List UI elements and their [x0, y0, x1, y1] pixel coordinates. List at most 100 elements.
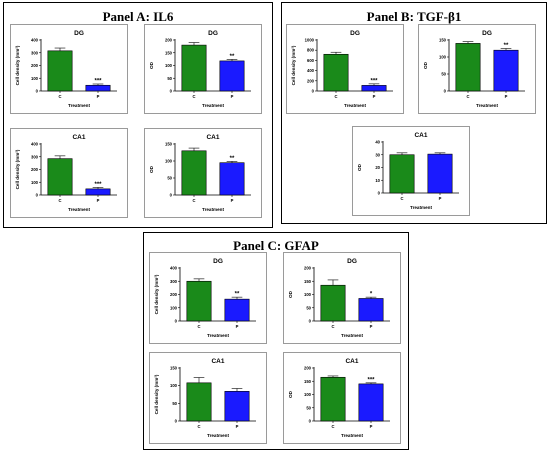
bar-c: [186, 382, 212, 422]
y-tick-label: 200: [307, 78, 315, 83]
bar-c: [455, 43, 481, 92]
y-tick-label: 150: [165, 142, 173, 147]
y-tick-label: 150: [439, 38, 447, 43]
x-axis-label: Treatment: [410, 205, 432, 210]
x-axis-label: Treatment: [344, 103, 366, 108]
bar-c: [181, 44, 207, 92]
y-tick-label: 100: [439, 55, 447, 60]
bar-p: [219, 60, 245, 92]
y-tick-label: 0: [170, 193, 173, 198]
x-axis-label: Treatment: [68, 103, 90, 108]
bar-c: [320, 376, 346, 422]
y-tick-label: 150: [304, 379, 312, 384]
bar-p: [85, 84, 111, 92]
y-axis-label: OD: [423, 61, 428, 69]
x-tick-label: C: [192, 94, 195, 99]
chart-gfap-dg-cell-density: DG Cell density (mm²) 0 100 200 300 400 C ** P Tre…: [149, 252, 267, 344]
y-tick-label: 1000: [305, 38, 315, 43]
bar-c: [47, 158, 73, 196]
y-tick-label: 100: [165, 63, 173, 68]
x-tick-label: C: [58, 94, 61, 99]
chart-tgfb1-dg-cell-density: DG Cell density (mm²) 0 200 400 600 800 1000 C **…: [286, 24, 404, 114]
chart-svg: DG Cell density (mm²) 0 100 200 300 400 C ** P Tre…: [154, 258, 256, 338]
chart-title: CA1: [211, 358, 224, 365]
y-tick-label: 10: [375, 178, 380, 183]
x-tick-label: C: [334, 94, 337, 99]
chart-svg: CA1 Cell density (mm²) 0 100 200 300 400 C *** P T…: [15, 134, 117, 212]
y-axis-label: OD: [288, 290, 293, 298]
chart-title: CA1: [414, 132, 427, 139]
y-tick-label: 200: [170, 292, 178, 297]
chart-svg: DG OD 0 50 100 150 200 C * P Treatment: [288, 258, 390, 338]
bar-p: [219, 162, 245, 196]
x-axis-label: Treatment: [341, 333, 363, 338]
chart-title: DG: [213, 258, 223, 265]
panel-a-title: Panel A: IL6: [102, 9, 174, 24]
chart-title: DG: [74, 30, 84, 37]
significance-marker: ***: [370, 78, 378, 84]
chart-il6-ca1-od: CA1 OD 0 50 100 150 C ** P Treatment: [144, 128, 262, 218]
chart-title: CA1: [72, 134, 85, 141]
significance-marker: *: [370, 292, 373, 298]
chart-title: DG: [350, 30, 360, 37]
bar-p: [224, 298, 250, 322]
y-tick-label: 100: [304, 292, 312, 297]
x-tick-label: C: [58, 198, 61, 203]
x-tick-label: C: [331, 324, 334, 329]
y-tick-label: 100: [170, 305, 178, 310]
y-tick-label: 0: [175, 319, 178, 324]
significance-marker: **: [230, 156, 235, 162]
chart-title: CA1: [206, 134, 219, 141]
chart-svg: DG Cell density (mm²) 0 100 200 300 400 C *** P Tr…: [15, 30, 117, 108]
y-tick-label: 50: [172, 401, 177, 406]
y-tick-label: 150: [165, 50, 173, 55]
x-tick-label: P: [97, 94, 100, 99]
chart-svg: DG OD 0 50 100 150 200 C ** P Treatment: [149, 30, 251, 108]
x-axis-label: Treatment: [202, 207, 224, 212]
x-tick-label: P: [505, 94, 508, 99]
y-axis-label: OD: [149, 165, 154, 173]
chart-svg: CA1 Cell density (mm²) 0 50 100 150 C P Treatmen…: [154, 358, 256, 438]
bar-c: [186, 280, 212, 322]
y-tick-label: 100: [170, 383, 178, 388]
x-axis-label: Treatment: [341, 433, 363, 438]
x-tick-label: P: [236, 324, 239, 329]
y-tick-label: 100: [165, 159, 173, 164]
x-tick-label: C: [400, 196, 403, 201]
x-tick-label: P: [370, 424, 373, 429]
chart-gfap-ca1-od: CA1 OD 0 50 100 150 200 C *** P Treatment: [283, 352, 401, 444]
x-tick-label: C: [197, 424, 200, 429]
y-tick-label: 20: [375, 165, 380, 170]
chart-svg: CA1 OD 0 50 100 150 200 C *** P Treatment: [288, 358, 390, 438]
y-tick-label: 200: [304, 266, 312, 271]
chart-il6-ca1-cell-density: CA1 Cell density (mm²) 0 100 200 300 400 C *** P T…: [10, 128, 128, 218]
x-axis-label: Treatment: [476, 103, 498, 108]
chart-svg: CA1 OD 0 50 100 150 C ** P Treatment: [149, 134, 251, 212]
y-tick-label: 400: [307, 68, 315, 73]
chart-tgfb1-dg-od: DG OD 0 50 100 150 C ** P Treatment: [418, 24, 536, 114]
x-tick-label: P: [373, 94, 376, 99]
y-tick-label: 100: [304, 392, 312, 397]
y-tick-label: 0: [378, 191, 381, 196]
y-tick-label: 50: [167, 76, 172, 81]
significance-marker: ***: [94, 182, 102, 188]
x-tick-label: C: [466, 94, 469, 99]
y-tick-label: 200: [31, 167, 39, 172]
y-tick-label: 300: [31, 154, 39, 159]
bar-p: [427, 153, 453, 194]
y-tick-label: 200: [31, 63, 39, 68]
chart-svg: CA1 OD 0 10 20 30 40 C P Treatment: [357, 132, 459, 210]
y-tick-label: 100: [31, 76, 39, 81]
y-tick-label: 0: [36, 193, 39, 198]
x-tick-label: C: [192, 198, 195, 203]
bar-c: [181, 150, 207, 196]
y-tick-label: 800: [307, 48, 315, 53]
y-axis-label: Cell density (mm²): [15, 149, 20, 189]
bar-p: [361, 85, 387, 92]
chart-il6-dg-cell-density: DG Cell density (mm²) 0 100 200 300 400 C *** P Tr…: [10, 24, 128, 114]
chart-il6-dg-od: DG OD 0 50 100 150 200 C ** P Treatment: [144, 24, 262, 114]
chart-svg: DG Cell density (mm²) 0 200 400 600 800 1000 C **…: [291, 30, 393, 108]
x-axis-label: Treatment: [202, 103, 224, 108]
y-axis-label: OD: [149, 61, 154, 69]
x-tick-label: C: [197, 324, 200, 329]
